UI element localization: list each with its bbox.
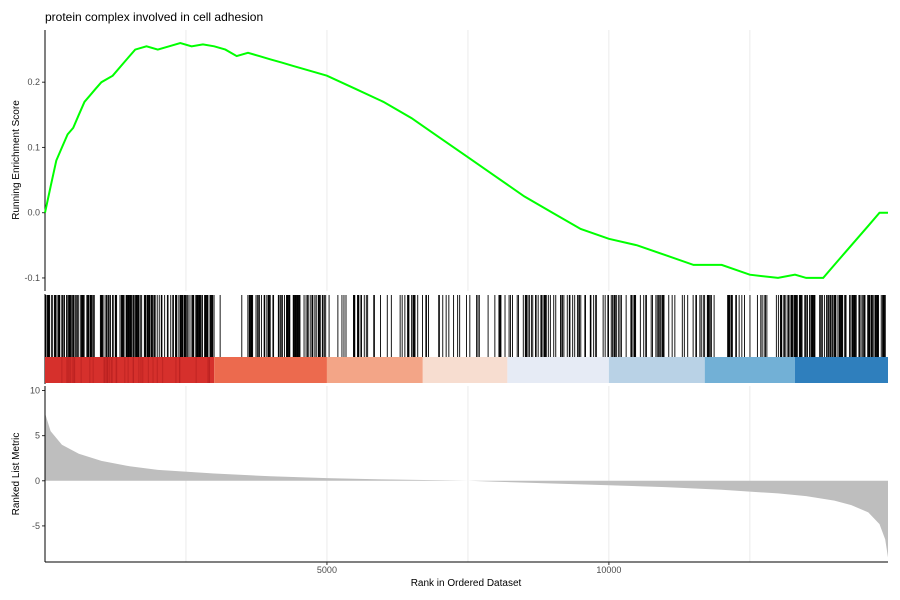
enrichment-y-tick-label-1: 0.0 — [27, 208, 40, 218]
rank-color-fleck-17 — [70, 357, 72, 383]
rank-color-bar — [45, 357, 888, 383]
enrichment-y-tick-label-2: 0.1 — [27, 142, 40, 152]
rank-color-fleck-32 — [132, 357, 134, 383]
rank-color-band-2 — [326, 357, 423, 383]
x-tick-label-0: 5000 — [317, 565, 337, 575]
gene-hit-ticks — [45, 295, 886, 357]
ranked-y-tick-label-3: 10 — [30, 386, 40, 396]
rank-color-fleck-9 — [61, 357, 63, 383]
running-enrichment-line — [44, 42, 888, 279]
ranked-y-tick-label-1: 0 — [35, 476, 40, 486]
ranked-metric-area — [45, 413, 888, 558]
enrichment-panel: -0.1 0.0 0.1 0.2 Running Enrichment Score — [11, 30, 888, 291]
rank-color-fleck-24 — [80, 357, 82, 383]
rank-color-band-3 — [422, 357, 508, 383]
enrichment-gridlines — [185, 30, 751, 291]
x-ticks: 5000 10000 — [317, 562, 621, 575]
rank-color-fleck-22 — [161, 357, 164, 383]
x-axis-label: Rank in Ordered Dataset — [411, 578, 522, 589]
rank-color-band-7 — [794, 357, 888, 383]
ranked-metric-panel: -5 0 5 10 5000 10000 Ranked List Metric Rank… — [11, 386, 888, 589]
rank-color-fleck-33 — [142, 357, 144, 383]
rank-color-fleck-6 — [110, 357, 112, 383]
gene-hits-panel — [44, 294, 888, 384]
rank-color-fleck-38 — [111, 357, 113, 383]
chart-title: protein complex involved in cell adhesio… — [45, 10, 263, 24]
rank-color-fleck-39 — [140, 357, 142, 383]
enrichment-y-label: Running Enrichment Score — [11, 100, 22, 220]
rank-color-fleck-35 — [108, 357, 110, 383]
rank-color-band-5 — [608, 357, 705, 383]
rank-color-fleck-8 — [147, 357, 149, 383]
rank-color-fleck-28 — [107, 357, 109, 383]
rank-color-fleck-27 — [124, 357, 126, 383]
ranked-y-ticks: -5 0 5 10 — [30, 386, 45, 531]
ranked-y-label: Ranked List Metric — [11, 433, 22, 516]
enrichment-y-ticks: -0.1 0.0 0.1 0.2 — [24, 77, 45, 283]
rank-color-fleck-15 — [138, 357, 140, 383]
rank-color-fleck-31 — [92, 357, 94, 383]
rank-color-fleck-36 — [89, 357, 91, 383]
rank-color-band-4 — [507, 357, 609, 383]
rank-color-band-1 — [214, 357, 327, 383]
enrichment-y-tick-label-0: -0.1 — [24, 273, 40, 283]
rank-color-fleck-19 — [66, 357, 68, 383]
rank-color-fleck-37 — [103, 357, 105, 383]
rank-color-fleck-29 — [115, 357, 117, 383]
ranked-y-tick-label-0: -5 — [32, 521, 40, 531]
rank-color-fleck-16 — [179, 357, 181, 383]
rank-color-fleck-12 — [156, 357, 158, 383]
rank-color-fleck-13 — [105, 357, 107, 383]
rank-color-band-6 — [704, 357, 795, 383]
x-tick-label-1: 10000 — [596, 565, 621, 575]
rank-color-fleck-23 — [175, 357, 177, 383]
rank-color-fleck-18 — [73, 357, 76, 383]
rank-color-fleck-25 — [207, 357, 209, 383]
rank-color-fleck-34 — [68, 357, 70, 383]
enrichment-y-tick-label-3: 0.2 — [27, 77, 40, 87]
ranked-y-tick-label-2: 5 — [35, 431, 40, 441]
rank-color-fleck-21 — [195, 357, 197, 383]
rank-color-fleck-26 — [152, 357, 154, 383]
rank-color-fleck-4 — [208, 357, 211, 383]
rank-color-fleck-11 — [72, 357, 74, 383]
rank-color-fleck-5 — [127, 357, 129, 383]
rank-color-fleck-30 — [67, 357, 69, 383]
ranked-gridlines — [185, 386, 751, 562]
